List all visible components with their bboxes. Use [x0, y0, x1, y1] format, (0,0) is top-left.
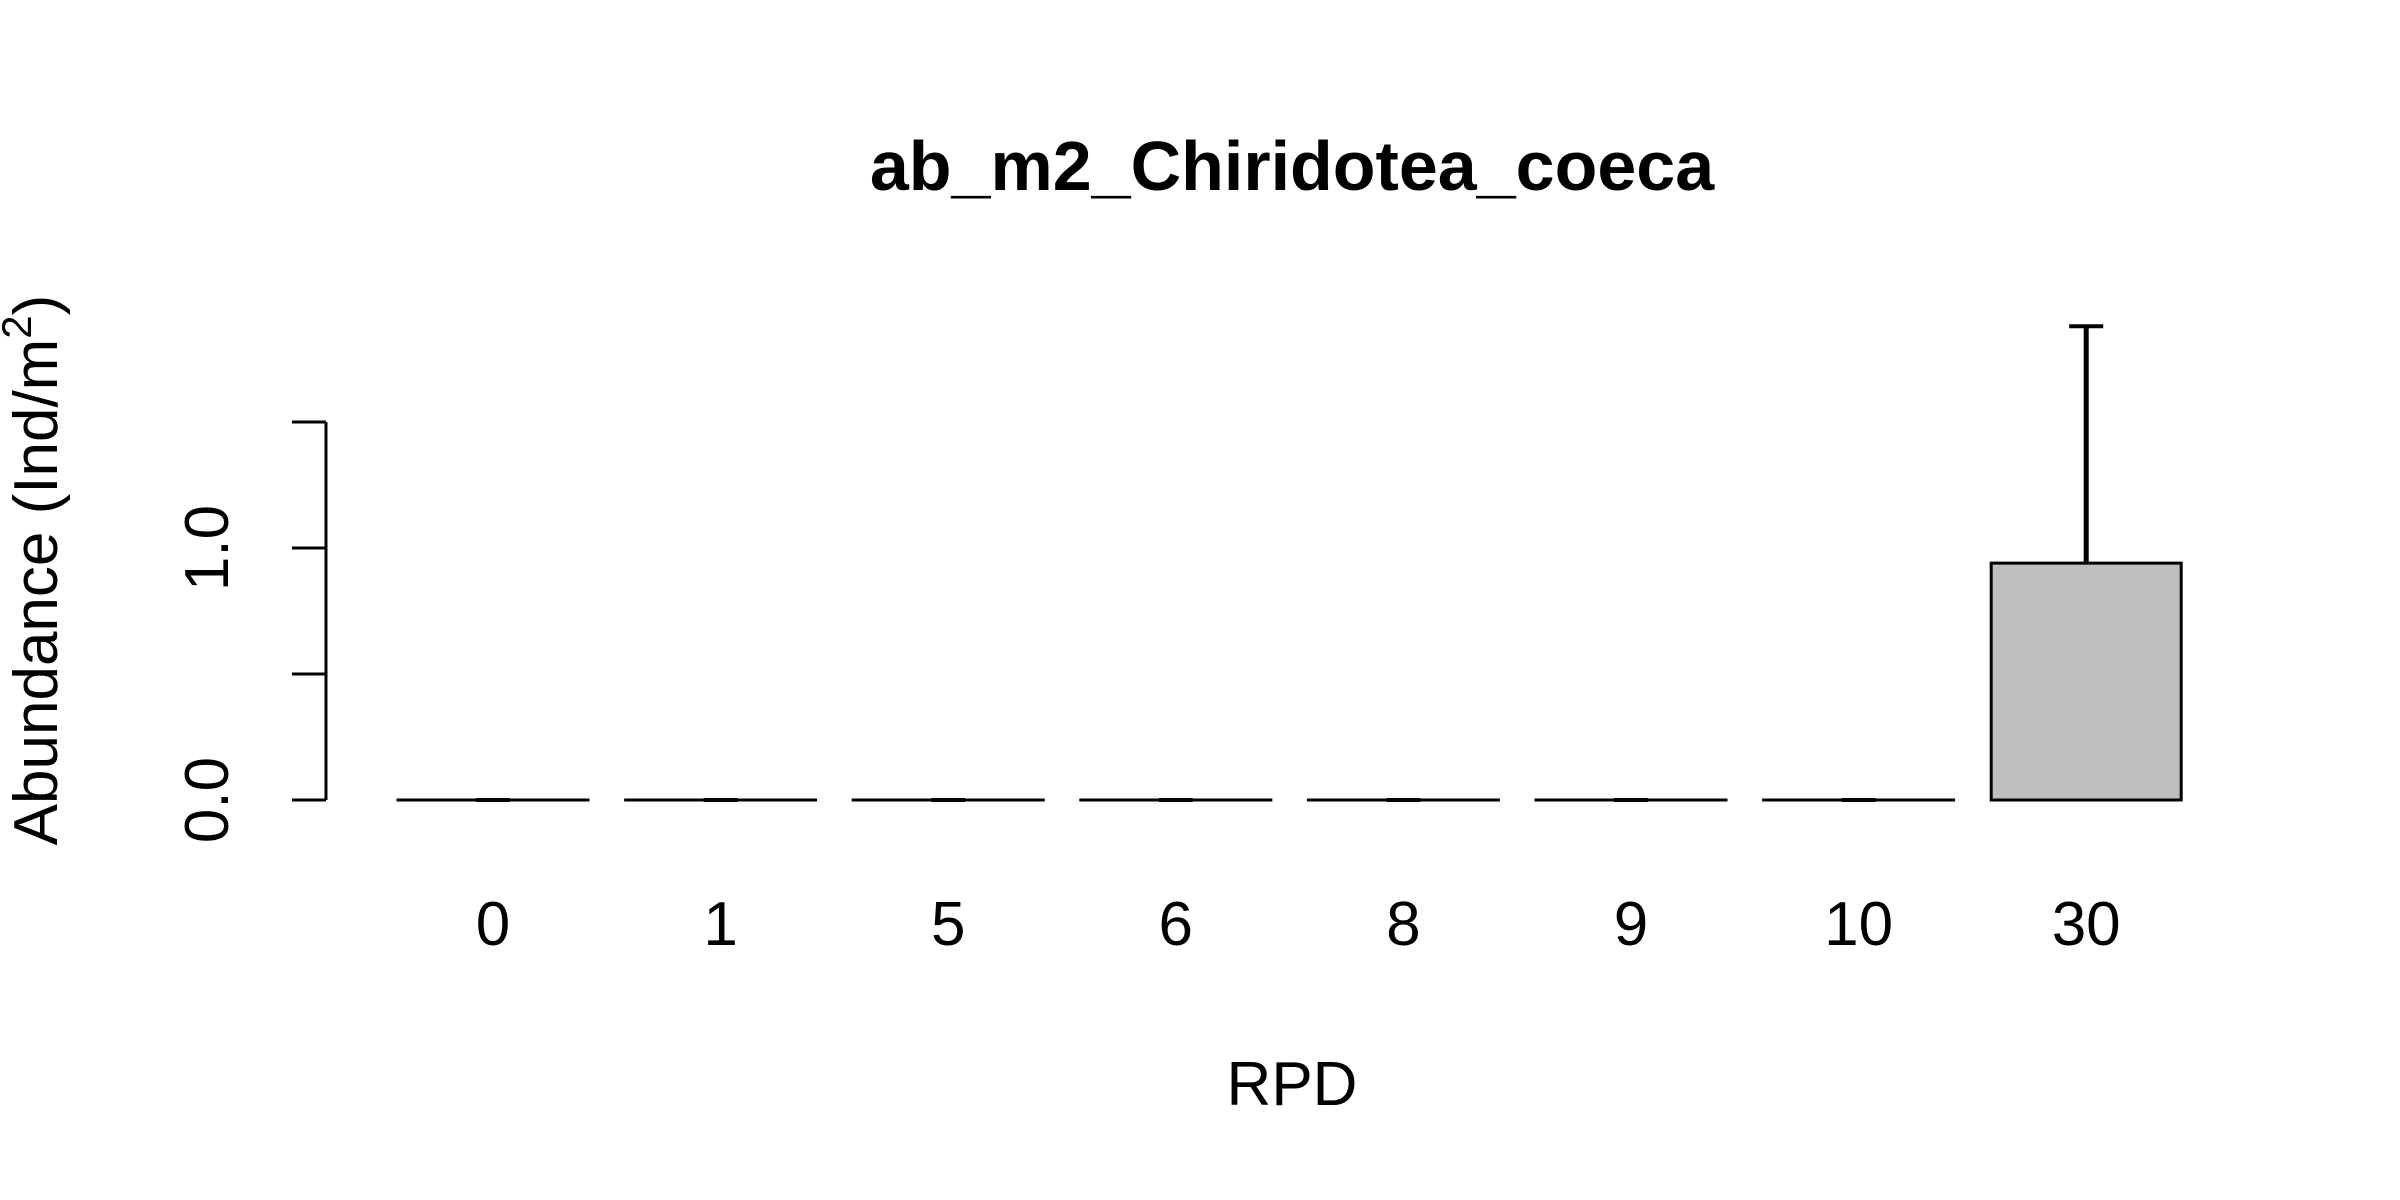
x-tick-labels: 0 1 5 6 8 9 10 30 [476, 890, 2121, 959]
x-tick-label-10: 10 [1824, 890, 1893, 959]
bar-30 [1989, 561, 2183, 802]
y-axis-label-superscript: 2 [0, 315, 40, 338]
y-tick-label: 0.0 [173, 757, 242, 843]
x-tick-label-8: 8 [1386, 890, 1420, 959]
y-axis: 0.0 1.0 [173, 420, 328, 843]
x-tick-label-0: 0 [476, 890, 510, 959]
x-axis-label: RPD [1227, 1050, 1358, 1119]
x-tick-label-9: 9 [1614, 890, 1648, 959]
y-axis-label-suffix: ) [2, 295, 71, 316]
bars [396, 561, 2183, 802]
x-tick-label-5: 5 [931, 890, 965, 959]
x-tick-label-6: 6 [1159, 890, 1193, 959]
x-tick-label-1: 1 [703, 890, 737, 959]
x-tick-label-30: 30 [2052, 890, 2121, 959]
error-bars [476, 324, 2104, 802]
y-tick-label: 1.0 [173, 505, 242, 591]
chart-title: ab_m2_Chiridotea_coeca [870, 127, 1715, 205]
y-axis-label-main: Abundance (Ind/m [2, 339, 71, 846]
y-axis-label: Abundance (Ind/m2) [0, 295, 71, 846]
